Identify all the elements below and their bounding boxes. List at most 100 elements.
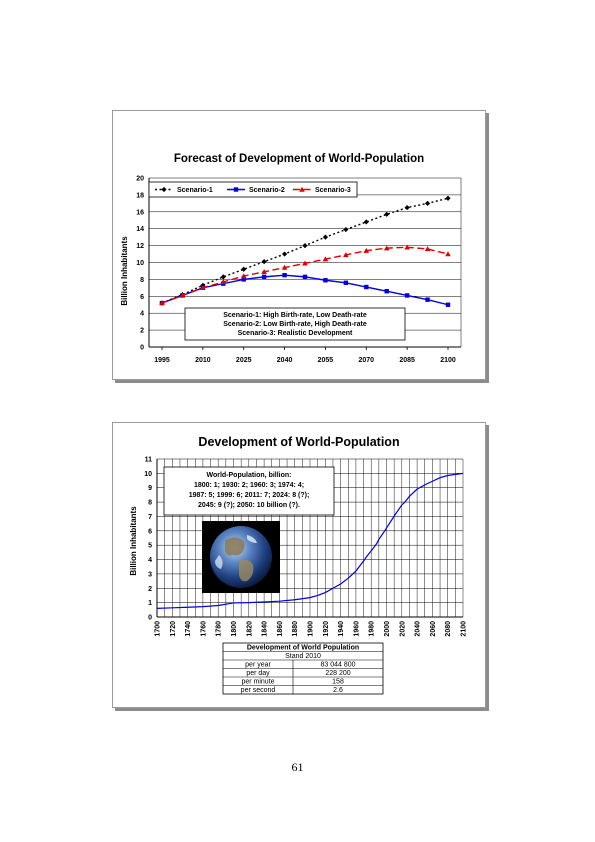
table-cell-value: 158 <box>332 679 344 686</box>
y-tick-label: 10 <box>136 260 144 267</box>
milestones-line: 2045: 9 (?); 2050: 10 billion (?). <box>198 502 300 509</box>
scenario-description-box <box>184 307 406 341</box>
data-point <box>445 195 451 201</box>
data-point <box>282 272 287 278</box>
data-point <box>384 211 390 217</box>
y-tick-label: 2 <box>140 328 144 335</box>
milestones-line: 1987: 5; 1999: 6; 2011: 7; 2024: 8 (?); <box>189 492 310 499</box>
chart-title: Forecast of Development of World-Populat… <box>174 153 424 165</box>
y-tick-label: 0 <box>140 345 144 352</box>
y-tick-label: 14 <box>136 226 144 233</box>
data-point <box>424 246 431 252</box>
x-tick-label: 2060 <box>430 621 437 637</box>
y-tick-label: 8 <box>148 500 152 507</box>
data-point <box>261 274 267 280</box>
y-axis-label: Billion Inhabitants <box>129 506 138 576</box>
y-tick-label: 11 <box>145 457 153 464</box>
table-cell-label: per day <box>246 670 270 677</box>
legend-label: Scenario-3 <box>315 187 351 194</box>
x-tick-label: 1960 <box>353 621 360 637</box>
y-axis-label: Billion Inhabitants <box>120 236 129 306</box>
data-point <box>364 284 369 290</box>
x-tick-label: 2080 <box>445 621 452 637</box>
x-tick-label: 1760 <box>200 621 207 637</box>
x-tick-label: 1880 <box>292 621 299 637</box>
scenario-description-line: Scenario-1: High Birth-rate, Low Death-r… <box>223 312 367 319</box>
milestones-title: World-Population, billion: <box>206 472 291 479</box>
y-tick-label: 9 <box>148 485 152 492</box>
data-point <box>445 251 451 257</box>
x-tick-label: 1800 <box>231 621 238 637</box>
page-number: 61 <box>291 760 304 774</box>
y-tick-label: 6 <box>140 294 144 301</box>
x-tick-label: 1820 <box>246 621 253 637</box>
x-tick-label: 1900 <box>308 621 315 637</box>
table-cell-value: 2.6 <box>333 687 343 694</box>
chart-title: Development of World-Population <box>198 435 399 449</box>
x-tick-label: 1740 <box>185 621 192 637</box>
data-point <box>343 280 349 285</box>
x-tick-label: 2100 <box>440 357 456 364</box>
data-point <box>179 292 186 298</box>
data-point <box>363 247 370 253</box>
y-tick-label: 2 <box>148 586 152 593</box>
x-tick-label: 1920 <box>323 621 330 637</box>
data-point <box>302 243 308 249</box>
table-cell-label: per second <box>241 687 276 694</box>
x-tick-label: 2020 <box>399 621 406 637</box>
data-point <box>384 289 389 294</box>
x-tick-label: 1860 <box>277 621 284 637</box>
x-tick-label: 2025 <box>236 357 252 364</box>
data-point <box>281 251 288 257</box>
x-tick-label: 2070 <box>358 357 374 364</box>
x-tick-label: 2040 <box>277 357 293 364</box>
legend-box <box>148 181 358 198</box>
x-tick-label: 1700 <box>155 621 162 637</box>
y-tick-label: 12 <box>136 243 144 250</box>
forecast-chart-panel: Forecast of Development of World-Populat… <box>112 110 486 380</box>
data-point <box>363 219 369 225</box>
data-point <box>445 302 451 307</box>
y-tick-label: 8 <box>140 277 144 284</box>
legend-marker <box>233 187 239 192</box>
table-subtitle: Stand 2010 <box>285 653 321 660</box>
data-point <box>240 273 247 279</box>
y-tick-label: 16 <box>136 209 144 216</box>
y-tick-label: 10 <box>144 471 152 478</box>
x-tick-label: 1780 <box>216 621 223 637</box>
legend-label: Scenario-2 <box>249 187 285 194</box>
data-point <box>424 200 431 206</box>
x-tick-label: 2040 <box>415 621 422 637</box>
x-tick-label: 1840 <box>262 621 269 637</box>
legend-marker <box>299 186 305 192</box>
data-point <box>343 226 349 233</box>
data-point <box>322 256 329 262</box>
data-point <box>302 260 308 266</box>
data-point <box>261 259 267 265</box>
y-tick-label: 3 <box>148 571 152 578</box>
data-point <box>404 244 410 250</box>
data-point <box>343 252 349 258</box>
earth-image <box>202 521 280 593</box>
y-tick-label: 1 <box>148 600 152 607</box>
x-tick-label: 2000 <box>384 621 391 637</box>
data-point <box>220 279 227 285</box>
data-point <box>261 268 267 274</box>
data-point <box>322 234 329 240</box>
data-point <box>425 297 430 302</box>
milestones-line: 1800: 1; 1930: 2; 1960: 3; 1974: 4; <box>194 482 304 489</box>
data-point <box>323 278 328 283</box>
y-tick-label: 20 <box>136 176 144 183</box>
data-point <box>404 204 410 211</box>
x-tick-label: 2100 <box>461 621 468 637</box>
table-cell-value: 228 200 <box>325 670 350 677</box>
table-cell-label: per year <box>245 662 271 669</box>
data-point <box>404 293 410 298</box>
legend-marker <box>161 186 167 193</box>
x-tick-label: 2085 <box>399 357 415 364</box>
data-point <box>200 285 206 291</box>
forecast-chart: Forecast of Development of World-Populat… <box>120 153 462 364</box>
y-tick-label: 6 <box>148 528 152 535</box>
x-tick-label: 1995 <box>154 357 170 364</box>
data-point <box>241 277 246 282</box>
